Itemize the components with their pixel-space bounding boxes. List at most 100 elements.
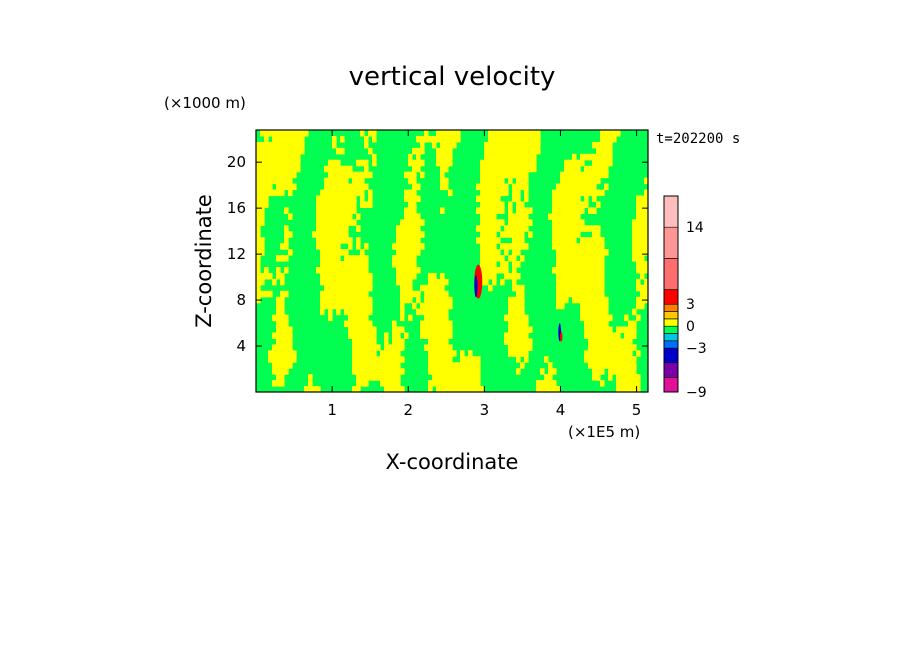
field-cell-positive xyxy=(340,177,345,185)
field-cell-positive xyxy=(324,213,329,220)
field-cell-positive xyxy=(412,147,417,155)
field-cell-positive xyxy=(416,296,421,304)
field-cell-positive xyxy=(408,159,413,167)
field-cell-positive xyxy=(480,261,485,268)
field-cell-positive xyxy=(512,189,517,197)
field-cell-positive xyxy=(444,386,449,392)
field-cell-positive xyxy=(628,326,633,334)
field-cell-positive xyxy=(480,272,485,280)
field-cell-positive xyxy=(576,183,581,191)
field-cell-positive xyxy=(520,314,525,322)
field-cell-positive xyxy=(492,255,497,262)
field-cell-positive xyxy=(604,314,609,322)
field-cell-positive xyxy=(640,231,645,238)
field-cell-positive xyxy=(408,177,413,185)
field-cell-positive xyxy=(264,195,269,203)
field-cell-positive xyxy=(356,344,361,351)
field-cell-positive xyxy=(484,266,489,274)
field-cell-positive xyxy=(600,147,605,155)
field-cell-positive xyxy=(584,350,589,357)
field-cell-positive xyxy=(556,386,561,392)
field-cell-positive xyxy=(404,213,409,220)
field-cell-positive xyxy=(436,374,441,381)
field-cell-positive xyxy=(436,320,441,328)
field-cell-positive xyxy=(584,308,589,316)
field-cell-positive xyxy=(600,243,605,250)
field-cell-positive xyxy=(280,135,285,143)
velocity-field xyxy=(256,130,648,392)
field-cell-positive xyxy=(496,183,501,191)
field-cell-positive xyxy=(508,314,513,322)
field-cell-positive xyxy=(436,278,441,286)
field-cell-positive xyxy=(428,350,433,357)
field-cell-positive xyxy=(644,261,648,268)
field-cell-positive xyxy=(480,171,485,179)
field-cell-positive xyxy=(332,159,337,167)
field-cell-positive xyxy=(532,165,537,173)
field-cell-positive xyxy=(368,278,373,286)
field-cell-positive xyxy=(328,255,333,262)
field-cell-positive xyxy=(520,326,525,334)
field-cell-positive xyxy=(408,213,413,220)
field-cell-positive xyxy=(272,362,277,369)
field-cell-positive xyxy=(360,255,365,262)
field-cell-positive xyxy=(572,290,577,298)
field-cell-positive xyxy=(588,332,593,339)
field-cell-positive xyxy=(596,350,601,357)
field-cell-positive xyxy=(336,177,341,185)
field-cell-positive xyxy=(592,141,597,149)
field-cell-positive xyxy=(612,350,617,357)
field-cell-positive xyxy=(572,249,577,256)
field-cell-positive xyxy=(368,195,373,203)
field-cell-positive xyxy=(444,278,449,286)
field-cell-positive xyxy=(488,159,493,167)
field-cell-positive xyxy=(404,266,409,274)
field-cell-positive xyxy=(436,362,441,369)
field-cell-positive xyxy=(556,255,561,262)
field-cell-positive xyxy=(600,308,605,316)
field-cell-positive xyxy=(560,261,565,268)
field-cell-positive xyxy=(360,249,365,256)
field-cell-positive xyxy=(428,290,433,298)
field-cell-positive xyxy=(500,266,505,274)
field-cell-positive xyxy=(316,207,321,214)
field-cell-positive xyxy=(332,165,337,173)
field-cell-positive xyxy=(480,201,485,208)
field-cell-positive xyxy=(584,261,589,268)
field-cell-positive xyxy=(400,243,405,250)
field-cell-positive xyxy=(604,130,609,137)
field-cell-positive xyxy=(400,302,405,310)
field-cell-positive xyxy=(604,320,609,328)
field-cell-positive xyxy=(276,344,281,351)
field-cell-positive xyxy=(328,302,333,310)
field-cell-positive xyxy=(520,243,525,250)
field-cell-positive xyxy=(332,201,337,208)
field-cell-positive xyxy=(260,195,265,203)
field-cell-positive xyxy=(500,278,505,286)
field-cell-positive xyxy=(516,237,521,244)
field-cell-positive xyxy=(444,356,449,363)
field-cell-positive xyxy=(520,320,525,328)
field-cell-positive xyxy=(488,261,493,268)
field-cell-positive xyxy=(356,266,361,274)
field-cell-positive xyxy=(584,314,589,322)
field-cell-positive xyxy=(424,135,429,143)
field-cell-positive xyxy=(368,362,373,369)
field-cell-positive xyxy=(392,243,397,250)
field-cell-positive xyxy=(284,266,289,274)
field-cell-positive xyxy=(284,165,289,173)
field-cell-positive xyxy=(632,356,637,363)
field-cell-positive xyxy=(292,356,297,363)
field-cell-positive xyxy=(276,362,281,369)
field-cell-positive xyxy=(608,147,613,155)
field-cell-positive xyxy=(500,171,505,179)
field-cell-positive xyxy=(256,201,261,208)
field-cell-positive xyxy=(504,261,509,268)
field-cell-positive xyxy=(308,374,313,381)
field-cell-positive xyxy=(328,207,333,214)
field-cell-positive xyxy=(420,320,425,328)
field-cell-positive xyxy=(332,141,337,149)
field-cell-positive xyxy=(520,177,525,185)
field-cell-positive xyxy=(280,356,285,363)
field-cell-positive xyxy=(480,159,485,167)
